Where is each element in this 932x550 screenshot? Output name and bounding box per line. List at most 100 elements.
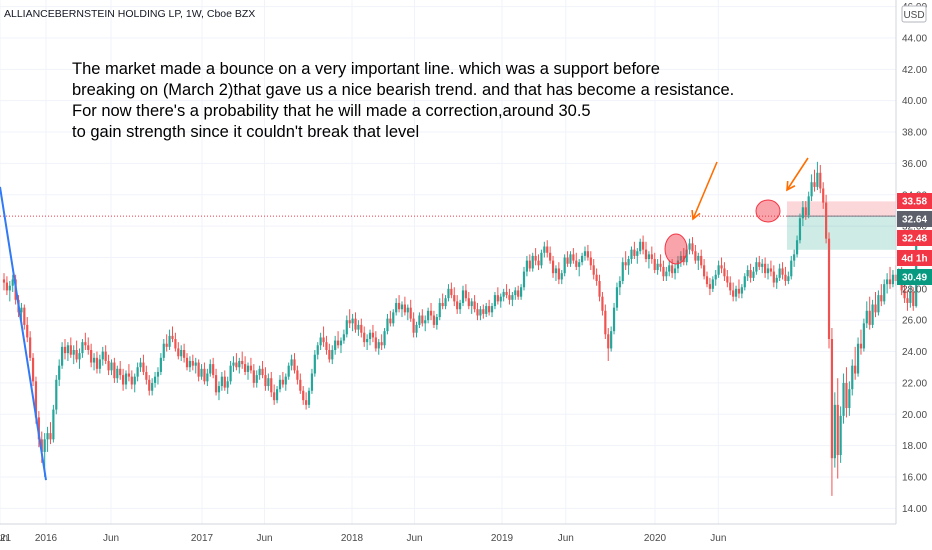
candle-body [209, 364, 212, 374]
candle [386, 313, 389, 335]
candle-body [909, 291, 912, 303]
candle [412, 312, 415, 338]
candle [63, 339, 67, 360]
candle [717, 260, 720, 278]
candle [769, 260, 773, 277]
candle-body [23, 307, 26, 325]
candle-body [758, 262, 761, 267]
arrow[interactable] [786, 157, 809, 192]
candle-body [5, 282, 9, 291]
markers [664, 157, 809, 265]
candle [107, 354, 110, 376]
candle-body [729, 282, 732, 291]
candle [761, 259, 764, 274]
candle [136, 362, 139, 382]
candle-body [598, 281, 601, 297]
candle-body [746, 270, 749, 277]
candle [522, 266, 526, 291]
candle [325, 335, 328, 355]
candle-body [557, 268, 560, 280]
candle [827, 232, 831, 349]
candle-body [827, 238, 831, 340]
price-tag: 33.58 [897, 193, 932, 209]
candle-body [456, 301, 459, 310]
candle [772, 265, 775, 288]
candle [49, 422, 52, 445]
trendline[interactable] [0, 186, 47, 481]
candle-body [389, 318, 392, 324]
time-axis[interactable]: 2016Jun2017Jun2018Jun2019Jun2020Jun2021J… [0, 533, 726, 544]
candle [139, 357, 142, 372]
candle [421, 309, 424, 327]
candle [659, 254, 662, 272]
candle-body [688, 243, 691, 250]
candle-body [676, 260, 680, 269]
candle [110, 359, 113, 376]
candle-body [107, 360, 110, 371]
candle [55, 375, 58, 415]
candle [435, 313, 438, 330]
candle-body [331, 349, 334, 360]
candle [453, 287, 456, 307]
candle [214, 368, 218, 396]
candle-body [854, 365, 857, 374]
candle [909, 285, 912, 308]
candle [383, 328, 386, 349]
candle [580, 252, 584, 266]
candle-body [775, 277, 778, 283]
candle [183, 343, 186, 363]
candle-body [793, 254, 796, 261]
candle [133, 373, 136, 393]
candle-body [395, 302, 398, 313]
breakout-circle[interactable] [664, 233, 688, 265]
candle-body [403, 304, 406, 313]
retest-circle[interactable] [755, 199, 781, 223]
candle-body [156, 371, 160, 377]
candle-body [636, 251, 639, 256]
candle [127, 364, 131, 382]
candle-body [903, 290, 906, 299]
candle-body [467, 298, 470, 307]
candle-body [11, 279, 14, 286]
candle-body [177, 348, 180, 357]
candle-body [589, 257, 592, 266]
candle [787, 271, 790, 285]
price-tag: 32.64 [897, 211, 932, 227]
candle-body [566, 257, 569, 264]
price-tag-label: 32.48 [902, 234, 927, 245]
candle [650, 246, 653, 264]
target-zone [787, 216, 896, 250]
candle-body [171, 335, 174, 340]
candle-body [52, 409, 55, 440]
candle [305, 392, 308, 410]
candle [339, 337, 343, 354]
candle [61, 342, 64, 369]
candle [665, 266, 668, 281]
candle-body [871, 304, 874, 325]
candle-body [148, 379, 151, 391]
candle [612, 302, 616, 335]
candle-body [43, 439, 46, 452]
candle-body [392, 312, 395, 324]
candle-body [383, 331, 386, 346]
currency-badge[interactable] [901, 5, 927, 23]
candle-body [851, 365, 854, 390]
candle-body [569, 254, 572, 264]
candle-body [293, 359, 296, 371]
candle-body [761, 263, 764, 267]
candle-body [151, 382, 154, 391]
arrow[interactable] [691, 161, 718, 221]
candle-body [833, 404, 836, 459]
x-tick-label: 2019 [491, 533, 514, 544]
candle [5, 276, 9, 296]
candles [2, 161, 918, 496]
candle-body [258, 368, 261, 376]
candle-body [197, 362, 200, 377]
candle-body [714, 274, 717, 280]
candle-body [546, 246, 549, 253]
candle-body [180, 349, 183, 357]
candle [322, 326, 325, 347]
candle [569, 251, 572, 267]
candle [743, 273, 746, 291]
